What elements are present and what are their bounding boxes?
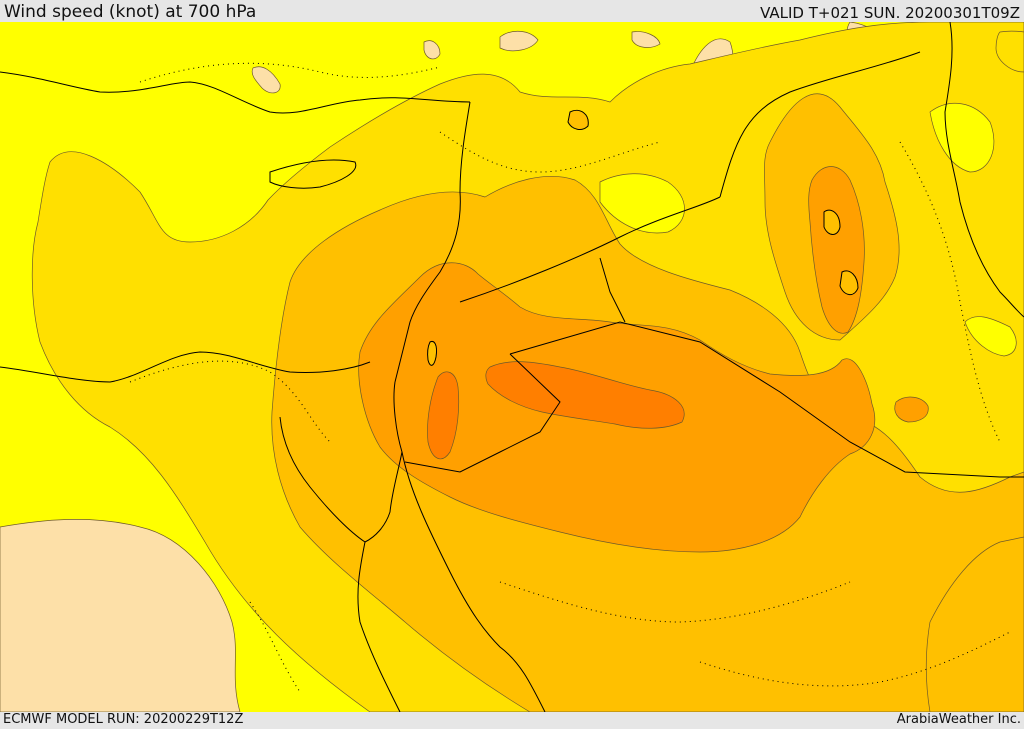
header-bar: Wind speed (knot) at 700 hPa VALID T+021… (0, 0, 1024, 22)
coastline-gulf (944, 22, 1024, 318)
map-canvas (0, 22, 1024, 712)
wind-band-4-patch (894, 396, 929, 423)
calm-patch-top-1 (499, 31, 539, 52)
coastline-turkey-south (0, 71, 471, 114)
calm-patch-top-2 (631, 31, 661, 48)
dead-sea (427, 341, 437, 366)
boundary-north-east (719, 51, 921, 198)
lake-east-1 (823, 209, 841, 235)
lake-north (567, 109, 589, 130)
footer-bar: ECMWF MODEL RUN: 20200229T12Z ArabiaWeat… (0, 712, 1024, 729)
valid-time-label: VALID T+021 SUN. 20200301T09Z (760, 4, 1020, 22)
wind-band-1-pocket-ne (929, 103, 995, 173)
wind-band-3-southeast (925, 536, 1024, 712)
calm-patch-left (251, 66, 281, 94)
calm-patch-mid (423, 40, 441, 60)
map-title: Wind speed (knot) at 700 hPa (4, 2, 257, 22)
calm-region-southwest (0, 518, 241, 712)
wind-band-5-west (427, 371, 460, 460)
boundary-syria-jordan (599, 257, 626, 323)
boundary-syria-iraq (459, 196, 721, 303)
coastline-cyprus (269, 159, 357, 189)
coastline-sinai-red-sea (279, 381, 403, 543)
dotted-isoline-4 (499, 581, 851, 623)
lake-east-2 (839, 270, 859, 295)
boundary-iraq-saudi (509, 321, 1024, 478)
coastline-red-sea-west (357, 541, 401, 712)
wind-band-1-pocket-east (964, 316, 1017, 357)
coastline-red-sea-east (401, 451, 546, 712)
model-run-label: ECMWF MODEL RUN: 20200229T12Z (3, 712, 244, 727)
dotted-isoline-6 (899, 141, 1001, 443)
coastline-levant (394, 101, 471, 383)
boundary-jordan-saudi (404, 353, 561, 473)
wind-band-2-patch-ne (995, 30, 1024, 73)
wind-speed-map (0, 22, 1024, 712)
coastline-egypt-north (0, 351, 371, 383)
credit-label: ArabiaWeather Inc. (896, 712, 1021, 727)
